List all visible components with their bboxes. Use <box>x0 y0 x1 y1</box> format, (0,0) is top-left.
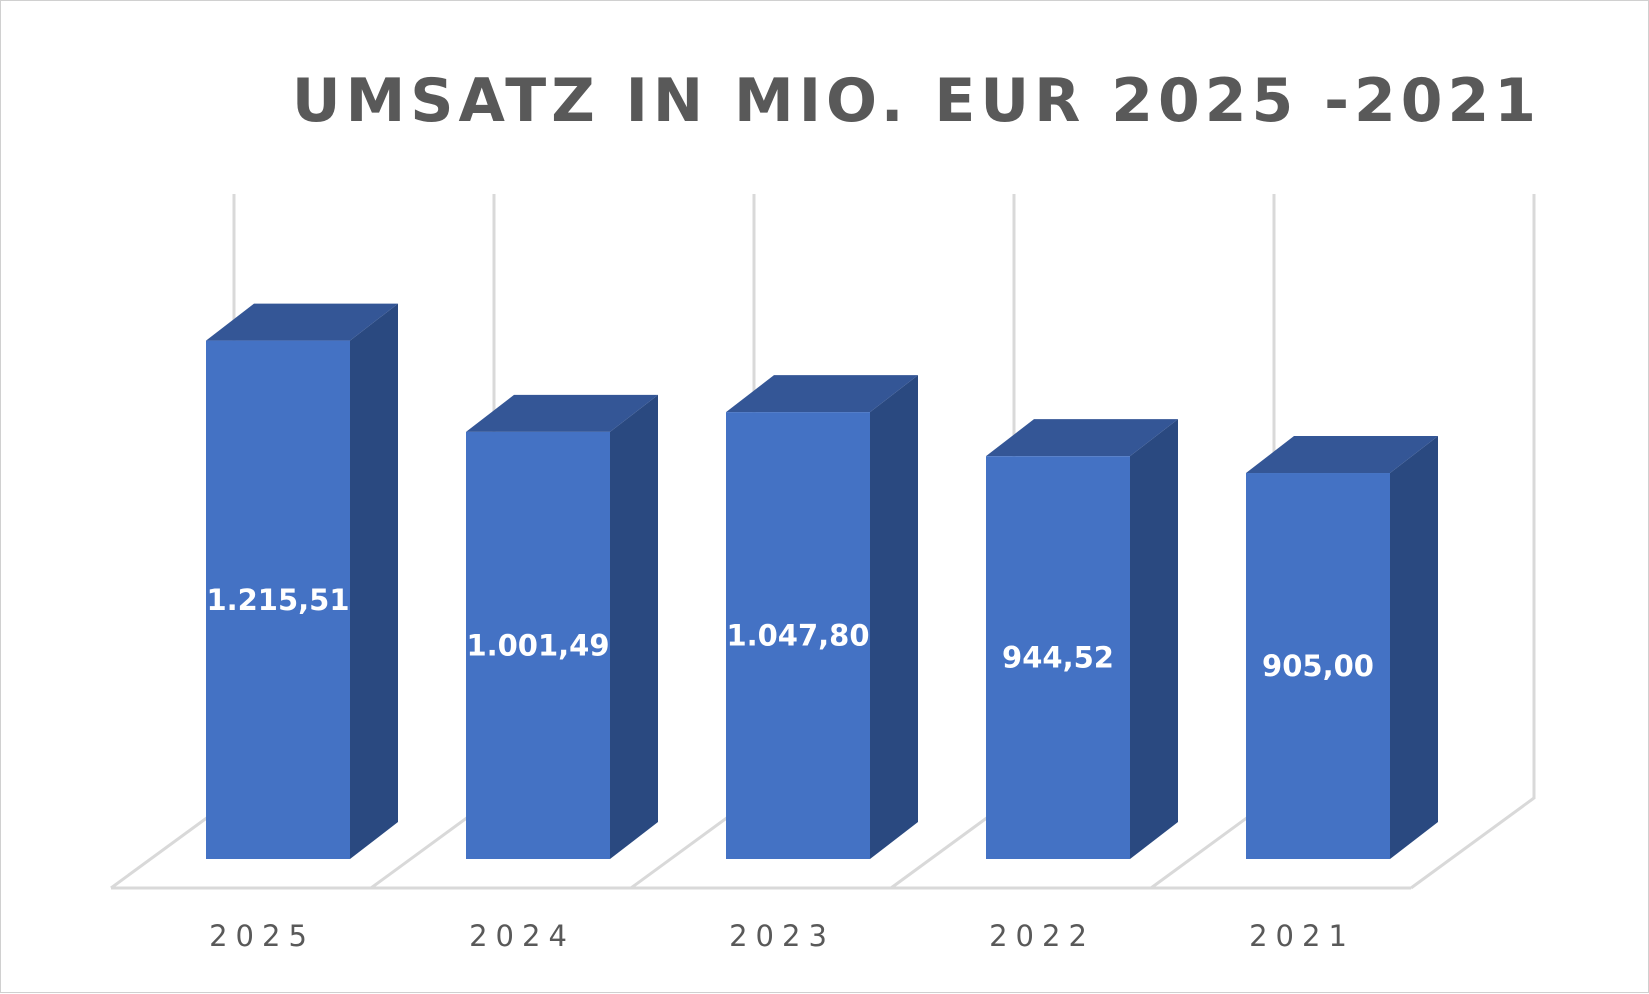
bar: 1.047,80 <box>726 375 918 859</box>
x-tick-label: 2021 <box>1249 919 1355 953</box>
x-tick-label: 2025 <box>209 919 315 953</box>
bar-front-face <box>1246 473 1390 859</box>
bar-top-face <box>726 375 918 413</box>
bar-value-label: 1.001,49 <box>466 628 609 662</box>
bar: 905,00 <box>1246 436 1438 859</box>
bar-top-face <box>986 419 1178 457</box>
x-tick-label: 2024 <box>469 919 575 953</box>
bar-value-label: 905,00 <box>1262 649 1374 683</box>
bar-side-face <box>350 303 398 860</box>
bar-value-label: 1.047,80 <box>726 619 869 653</box>
bar-front-face <box>206 340 350 860</box>
x-tick-labels: 2025 2024 2023 2022 2021 <box>209 919 1355 953</box>
bar-front-face <box>466 431 610 859</box>
bar: 1.215,51 <box>206 303 398 860</box>
x-tick-label: 2023 <box>729 919 835 953</box>
chart-title: UMSATZ IN MIO. EUR 2025 -2021 <box>292 66 1541 136</box>
bar-side-face <box>1130 419 1178 859</box>
bar-front-face <box>986 456 1130 859</box>
bar: 944,52 <box>986 419 1178 859</box>
bar-value-label: 944,52 <box>1002 641 1114 675</box>
bar-side-face <box>610 394 658 859</box>
bar-top-face <box>466 394 658 432</box>
bar: 1.001,49 <box>466 394 658 859</box>
bar-top-face <box>206 303 398 341</box>
bars: 1.215,51 1.001,49 1.047,80 944,52 905,00 <box>206 303 1438 860</box>
bar-value-label: 1.215,51 <box>206 583 349 617</box>
bar-side-face <box>1390 436 1438 859</box>
bar-front-face <box>726 412 870 859</box>
gridline-floor-diagonal <box>1410 796 1535 890</box>
bar-top-face <box>1246 436 1438 474</box>
x-tick-label: 2022 <box>989 919 1095 953</box>
bar-side-face <box>870 375 918 859</box>
